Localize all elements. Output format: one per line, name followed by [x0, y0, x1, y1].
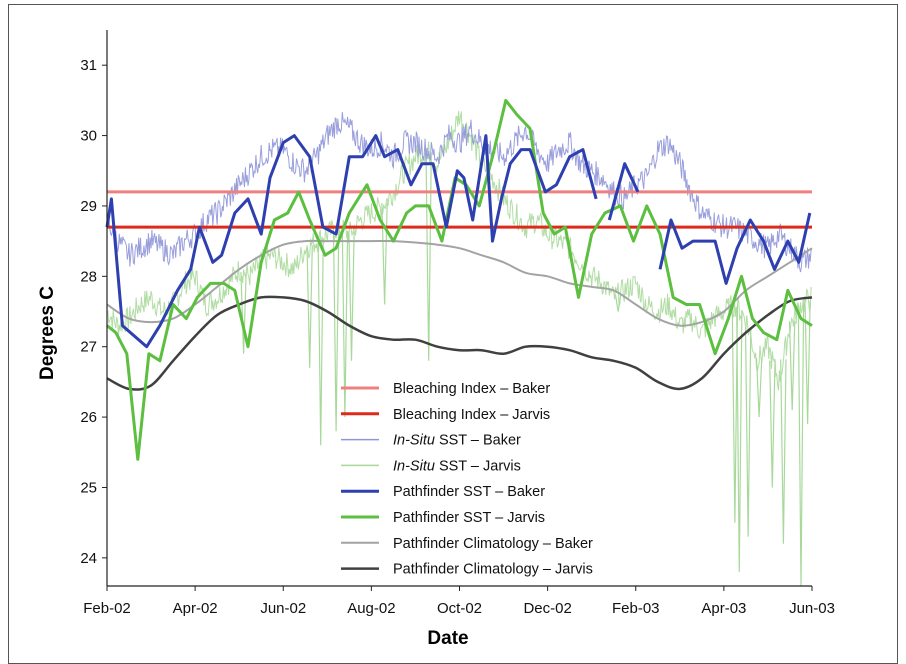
series-dip-3-2 [317, 238, 324, 446]
x-tick-label: Aug-02 [347, 600, 395, 617]
series-dip-3-9 [731, 304, 739, 523]
y-axis-title: Degrees C [37, 286, 58, 380]
legend-label: Pathfinder SST – Baker [393, 484, 545, 500]
legend-label: Pathfinder SST – Jarvis [393, 510, 545, 526]
legend-entry-7: Pathfinder Climatology – Jarvis [341, 562, 593, 578]
series-5 [106, 98, 813, 461]
y-tick-label: 24 [80, 550, 97, 567]
x-axis-title: Date [427, 628, 468, 649]
legend-entry-0: Bleaching Index – Baker [341, 381, 550, 397]
series-dip-3-0 [240, 272, 247, 354]
series-segment-4-0 [105, 134, 598, 349]
series-7 [106, 295, 813, 391]
legend-entry-2: In-Situ SST – Baker [341, 433, 521, 449]
series-dip-3-12 [755, 357, 763, 418]
series-dip-3-10 [736, 310, 743, 572]
series-dip-3-13 [769, 360, 776, 488]
series-segment-4-2 [658, 212, 812, 285]
series-dip-3-5 [348, 231, 355, 361]
y-tick-label: 31 [80, 57, 97, 74]
x-tick-label: Jun-03 [789, 600, 835, 617]
series-dip-3-3 [332, 228, 340, 432]
series-2 [106, 112, 813, 273]
series-dip-3-6 [381, 203, 388, 305]
legend-label: Bleaching Index – Jarvis [393, 407, 550, 423]
legend-entry-4: Pathfinder SST – Baker [341, 484, 545, 500]
series-line-7 [106, 295, 813, 391]
series-6 [106, 239, 813, 327]
y-tick-label: 27 [80, 339, 97, 356]
series-dip-3-1 [306, 245, 313, 368]
series-line-6 [106, 239, 813, 327]
x-tick-label: Feb-03 [612, 600, 660, 617]
y-tick-label: 30 [80, 128, 97, 145]
y-tick-label: 29 [80, 198, 97, 215]
series-dip-3-11 [744, 326, 752, 537]
series-dip-3-7 [425, 152, 432, 361]
x-tick-label: Oct-02 [437, 600, 482, 617]
series-dip-3-17 [804, 300, 811, 425]
legend-entry-5: Pathfinder SST – Jarvis [341, 510, 545, 526]
x-tick-label: Feb-02 [83, 600, 131, 617]
legend-entry-3: In-Situ SST – Jarvis [341, 458, 521, 474]
series-4 [105, 134, 812, 349]
legend-label: In-Situ SST – Baker [393, 433, 521, 449]
x-tick-label: Apr-03 [701, 600, 746, 617]
series-dip-3-8 [614, 294, 622, 312]
legend-label: Bleaching Index – Baker [393, 381, 550, 397]
legend-entry-1: Bleaching Index – Jarvis [341, 407, 550, 423]
series-segment-4-1 [607, 162, 640, 221]
legend-label: Pathfinder Climatology – Baker [393, 536, 593, 552]
series-dip-3-15 [788, 321, 796, 411]
y-tick-label: 28 [80, 268, 97, 285]
y-tick-label: 25 [80, 479, 97, 496]
legend-label: In-Situ SST – Jarvis [393, 458, 521, 474]
series-line-2 [106, 112, 813, 273]
x-tick-label: Apr-02 [173, 600, 218, 617]
y-tick-label: 26 [80, 409, 97, 426]
series-segment-5-0 [106, 98, 813, 461]
legend-entry-6: Pathfinder Climatology – Baker [341, 536, 593, 552]
legend-label: Pathfinder Climatology – Jarvis [393, 562, 593, 578]
series-dip-3-4 [341, 231, 349, 418]
series-dip-3-16 [797, 304, 805, 587]
series-line-3 [106, 111, 813, 391]
series-dip-3-14 [780, 359, 787, 544]
x-tick-label: Dec-02 [523, 600, 571, 617]
x-tick-label: Jun-02 [260, 600, 306, 617]
